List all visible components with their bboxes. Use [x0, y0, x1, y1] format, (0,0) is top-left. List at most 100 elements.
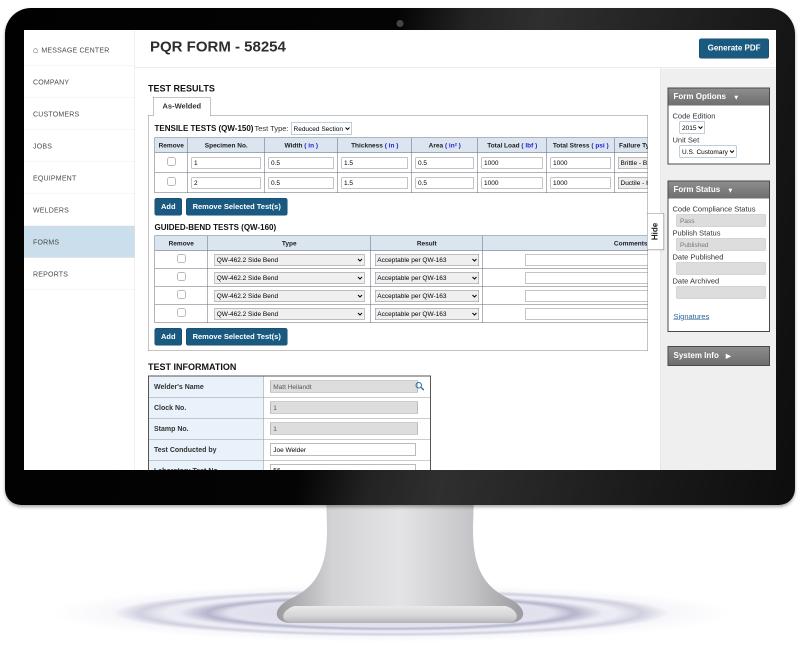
width-input[interactable]	[268, 177, 334, 189]
tensile-add-button[interactable]: Add	[154, 198, 183, 216]
app-area: PQR FORM - 58254 Generate PDF TEST RESUL…	[135, 30, 776, 470]
col-comments: Comments	[482, 235, 648, 251]
remove-checkbox[interactable]	[167, 157, 176, 166]
hide-panel-tab[interactable]: Hide	[647, 213, 664, 250]
remove-checkbox[interactable]	[167, 177, 176, 186]
test-type-select[interactable]: Reduced Section	[291, 122, 353, 135]
col-remove: Remove	[154, 137, 188, 153]
app-header: PQR FORM - 58254 Generate PDF	[135, 30, 776, 68]
comment-input[interactable]	[525, 272, 648, 284]
bend-type-select[interactable]: QW-462.2 Side Bend	[214, 307, 365, 320]
signatures-link[interactable]: Signatures	[673, 312, 710, 322]
unit-set-select[interactable]: U.S. Customary	[679, 145, 737, 158]
remove-checkbox[interactable]	[177, 308, 186, 317]
sidebar-item-company[interactable]: COMPANY	[24, 66, 135, 98]
sidebar-item-label: JOBS	[33, 142, 53, 150]
total-load-input[interactable]	[481, 177, 543, 189]
guided-bend-remove-selected-button[interactable]: Remove Selected Test(s)	[186, 328, 288, 346]
chevron-right-icon: ▶	[725, 352, 731, 360]
bend-result-select[interactable]: Acceptable per QW-163	[374, 307, 479, 320]
info-row-stamp-no: Stamp No.	[148, 417, 431, 440]
stamp-no-input[interactable]	[269, 422, 418, 435]
comment-input[interactable]	[525, 254, 648, 266]
tensile-remove-selected-button[interactable]: Remove Selected Test(s)	[186, 198, 288, 216]
clock-no-input[interactable]	[269, 401, 418, 414]
total-stress-input[interactable]	[550, 157, 611, 169]
test-results-panel: TENSILE TESTS (QW-150) Test Type: Reduce…	[148, 115, 648, 351]
bend-result-select[interactable]: Acceptable per QW-163	[374, 271, 479, 284]
generate-pdf-button[interactable]: Generate PDF	[699, 38, 769, 59]
col-thickness: Thickness ( in )	[337, 137, 412, 153]
remove-checkbox[interactable]	[177, 272, 186, 281]
tensile-row: Brittle - Base Metal	[154, 152, 648, 173]
col-failure-type: Failure Type/	[614, 137, 648, 153]
screen: ⌂ MESSAGE CENTER COMPANY CUSTOMERS JOBS E…	[24, 30, 776, 470]
failure-type-select[interactable]: Ductile - HAZ	[618, 176, 648, 189]
field-label: Stamp No.	[148, 417, 264, 440]
publish-status-label: Publish Status	[672, 229, 721, 238]
sidebar-item-label: WELDERS	[33, 206, 70, 214]
unit-psi: ( psi )	[591, 141, 609, 150]
tab-as-welded[interactable]: As-Welded	[153, 97, 211, 116]
sidebar-item-reports[interactable]: REPORTS	[24, 258, 135, 290]
tensile-table: Remove Specimen No. Width ( in ) Thickne…	[154, 137, 648, 193]
remove-checkbox[interactable]	[177, 290, 186, 299]
col-area: Area ( in² )	[411, 137, 478, 153]
system-info-header[interactable]: System Info ▶	[667, 346, 770, 366]
width-input[interactable]	[268, 157, 334, 169]
guided-bend-heading: GUIDED-BEND TESTS (QW-160)	[154, 223, 277, 233]
sidebar-item-label: REPORTS	[33, 270, 69, 278]
area-input[interactable]	[415, 177, 474, 189]
bend-type-select[interactable]: QW-462.2 Side Bend	[214, 271, 365, 284]
bend-result-select[interactable]: Acceptable per QW-163	[374, 289, 479, 302]
date-published-value	[676, 262, 766, 275]
sidebar-item-message-center[interactable]: ⌂ MESSAGE CENTER	[24, 34, 135, 66]
unit-set-label: Unit Set	[672, 136, 700, 145]
form-status-header[interactable]: Form Status ▼	[668, 181, 769, 199]
date-published-label: Date Published	[672, 253, 724, 262]
col-result: Result	[370, 235, 483, 251]
guided-bend-add-button[interactable]: Add	[154, 328, 183, 346]
area-input[interactable]	[415, 157, 474, 169]
page-title: PQR FORM - 58254	[150, 38, 286, 56]
sidebar-item-customers[interactable]: CUSTOMERS	[24, 98, 135, 130]
comment-input[interactable]	[525, 290, 648, 302]
test-information-heading: TEST INFORMATION	[148, 362, 237, 372]
remove-checkbox[interactable]	[177, 254, 186, 263]
info-row-test-conducted-by: Test Conducted by	[148, 438, 431, 461]
total-load-input[interactable]	[481, 157, 543, 169]
total-stress-input[interactable]	[550, 177, 611, 189]
sidebar-item-welders[interactable]: WELDERS	[24, 194, 135, 226]
sidebar-item-jobs[interactable]: JOBS	[24, 130, 135, 162]
code-edition-select[interactable]: 2015	[679, 121, 705, 134]
specimen-no-input[interactable]	[191, 157, 261, 169]
tensile-tests-heading: TENSILE TESTS (QW-150)	[154, 124, 254, 133]
bend-type-select[interactable]: QW-462.2 Side Bend	[214, 289, 365, 302]
field-label: Clock No.	[148, 396, 264, 419]
sidebar-item-label: FORMS	[33, 238, 60, 246]
col-width: Width ( in )	[264, 137, 338, 153]
thickness-input[interactable]	[341, 177, 408, 189]
comment-input[interactable]	[525, 308, 648, 320]
sidebar-item-forms[interactable]: FORMS	[24, 226, 135, 258]
thickness-input[interactable]	[341, 157, 408, 169]
bend-result-select[interactable]: Acceptable per QW-163	[374, 253, 479, 266]
welders-name-input[interactable]	[269, 380, 418, 393]
form-options-header[interactable]: Form Options ▼	[668, 88, 769, 106]
sidebar-item-equipment[interactable]: EQUIPMENT	[24, 162, 135, 194]
search-icon[interactable]	[415, 382, 422, 389]
home-icon: ⌂	[33, 45, 39, 55]
col-remove: Remove	[154, 235, 208, 251]
code-edition-label: Code Edition	[672, 112, 716, 121]
laboratory-test-no-input[interactable]	[269, 464, 416, 470]
sidebar-item-label: CUSTOMERS	[33, 110, 80, 118]
info-row-laboratory-test-no: Laboratory Test No.	[148, 459, 431, 470]
unit-in2: ( in² )	[444, 141, 461, 150]
bend-type-select[interactable]: QW-462.2 Side Bend	[214, 253, 365, 266]
info-row-clock-no: Clock No.	[148, 396, 431, 419]
test-conducted-by-input[interactable]	[269, 443, 416, 456]
failure-type-select[interactable]: Brittle - Base Metal	[618, 156, 648, 169]
test-results-heading: TEST RESULTS	[148, 83, 215, 94]
sidebar: ⌂ MESSAGE CENTER COMPANY CUSTOMERS JOBS E…	[24, 30, 135, 470]
specimen-no-input[interactable]	[191, 177, 261, 189]
